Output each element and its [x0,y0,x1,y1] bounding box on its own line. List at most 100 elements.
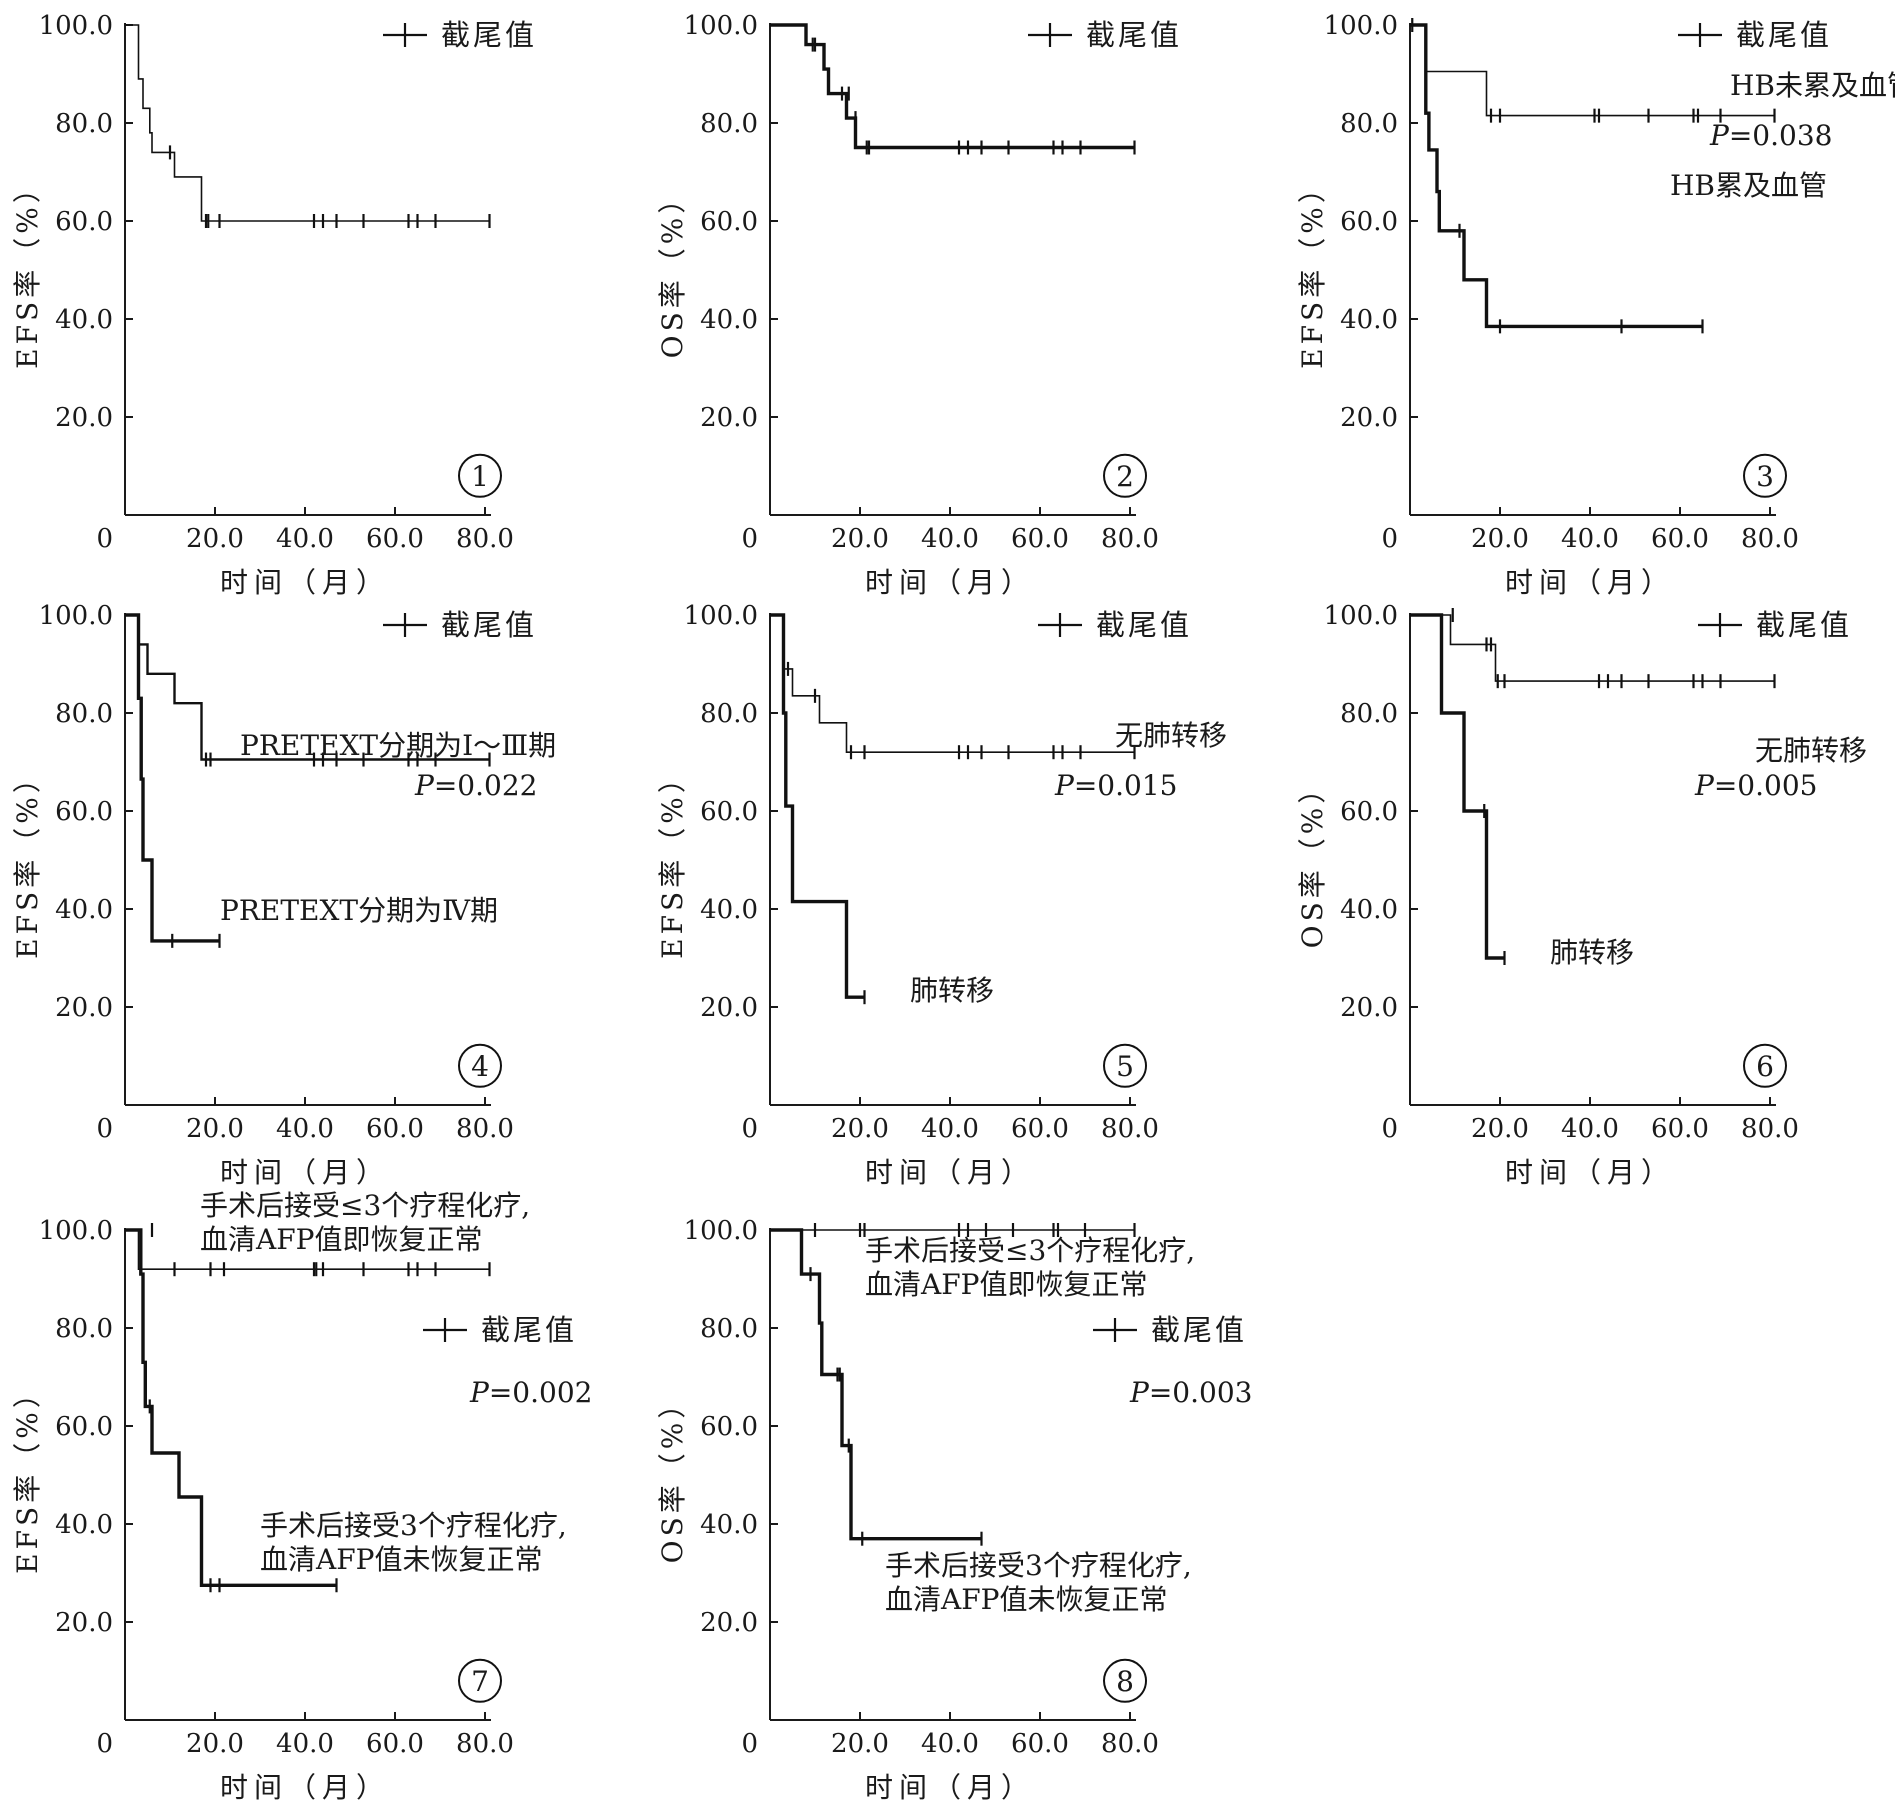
legend-label: 截尾值 [441,608,537,642]
y-axis-title: OS率（%） [656,1387,689,1564]
legend-label: 截尾值 [1086,18,1182,52]
y-tick-label: 60.0 [700,207,758,237]
y-tick-label: 80.0 [700,1314,758,1344]
panel-number: 2 [1116,460,1134,493]
p-value: P=0.002 [469,1376,592,1409]
panel-number-circle [1103,1658,1147,1703]
x-tick-label: 20.0 [1471,1114,1529,1144]
y-tick-label: 40.0 [1340,895,1398,925]
x-axis-title: 时间（月） [1505,1156,1675,1189]
y-tick-label: 20.0 [1340,403,1398,433]
x-tick-label: 80.0 [456,1729,514,1759]
series-label-2: 手术后接受3个疗程化疗,血清AFP值未恢复正常 [260,1509,567,1576]
x-tick-label: 80.0 [1741,1114,1799,1144]
km-curve-1 [770,23,1135,150]
y-tick-label: 80.0 [1340,699,1398,729]
y-tick-label: 60.0 [700,797,758,827]
y-tick-label: 100.0 [1324,601,1398,631]
y-tick-label: 40.0 [1340,305,1398,335]
y-tick-label: 40.0 [700,305,758,335]
km-panel-3: 20.0 40.0 60.0 80.0 100.0 0 20.0 40.0 60.0 80.0 时间… [1296,11,1895,599]
x-tick-label: 20.0 [186,524,244,554]
km-panel-1: 20.0 40.0 60.0 80.0 100.0 0 20.0 40.0 60.0 80.0 时间… [11,11,537,599]
legend-label: 截尾值 [1096,608,1192,642]
y-axis-title: EFS率（%） [11,1376,44,1574]
p-value: P=0.005 [1694,769,1817,802]
x-tick-label: 80.0 [456,1114,514,1144]
series-label-2: 手术后接受3个疗程化疗,血清AFP值未恢复正常 [885,1549,1192,1616]
legend: 截尾值 [1093,1313,1247,1347]
legend: 截尾值 [1678,18,1829,52]
km-curve-2 [125,613,220,943]
y-axis-title: EFS率（%） [656,761,689,959]
y-tick-label: 80.0 [1340,109,1398,139]
y-axis-title: OS率（%） [656,182,689,359]
legend-label: 截尾值 [441,18,537,52]
x-axis-title: 时间（月） [220,566,390,599]
x-axis-title: 时间（月） [1505,566,1675,599]
legend: 截尾值 [1038,608,1192,642]
km-curve-1 [770,614,1135,753]
y-tick-label: 60.0 [1340,797,1398,827]
x-tick-label: 20.0 [831,524,889,554]
p-value: P=0.003 [1129,1376,1252,1409]
panel-number: 3 [1756,460,1774,493]
x-tick-label: 80.0 [456,524,514,554]
x-tick-label: 60.0 [366,524,424,554]
x-tick-label: 20.0 [186,1729,244,1759]
series-label-1: 无肺转移 [1115,719,1227,752]
km-panel-2: 20.0 40.0 60.0 80.0 100.0 0 20.0 40.0 60.0 80.0 时间… [656,11,1182,599]
x-tick-label: 0 [1381,1114,1398,1144]
panel-number: 8 [1116,1665,1134,1698]
x-axis-title: 时间（月） [865,1156,1035,1189]
x-tick-label: 60.0 [1011,1114,1069,1144]
legend-label: 截尾值 [1151,1313,1247,1347]
y-axis-title: EFS率（%） [11,171,44,369]
x-tick-label: 0 [741,524,758,554]
panel-number: 1 [471,460,489,493]
x-tick-label: 40.0 [1561,1114,1619,1144]
x-tick-label: 60.0 [1011,1729,1069,1759]
x-tick-label: 60.0 [1011,524,1069,554]
panel-number-circle [1103,1043,1147,1088]
p-value: P=0.015 [1054,769,1177,802]
x-tick-label: 0 [1381,524,1398,554]
y-axis-title: EFS率（%） [11,761,44,959]
km-curve-2 [1410,613,1505,960]
y-tick-label: 100.0 [39,601,113,631]
y-tick-label: 20.0 [55,1608,113,1638]
legend: 截尾值 [1698,608,1852,642]
x-axis-title: 时间（月） [220,1771,390,1802]
x-tick-label: 80.0 [1741,524,1799,554]
panel-number-circle [1743,453,1787,498]
y-tick-label: 100.0 [1324,11,1398,41]
y-tick-label: 80.0 [55,699,113,729]
y-tick-label: 40.0 [55,895,113,925]
series-label-1: 无肺转移 [1755,734,1867,767]
legend-label: 截尾值 [1756,608,1852,642]
km-curve-1 [1410,614,1775,682]
km-panel-5: 20.0 40.0 60.0 80.0 100.0 0 20.0 40.0 60.0 80.0 时间… [656,601,1227,1189]
km-panel-4: 20.0 40.0 60.0 80.0 100.0 0 20.0 40.0 60.0 80.0 时间… [11,601,556,1189]
series-label-2: PRETEXT分期为Ⅳ期 [220,894,498,927]
x-tick-label: 60.0 [1651,524,1709,554]
legend: 截尾值 [423,1313,574,1347]
y-axis-title: OS率（%） [1296,772,1329,949]
y-tick-label: 60.0 [1340,207,1398,237]
x-tick-label: 40.0 [1561,524,1619,554]
y-tick-label: 20.0 [55,993,113,1023]
series-label-1: PRETEXT分期为Ⅰ～Ⅲ期 [240,729,556,762]
km-curve-2 [1410,23,1703,329]
y-tick-label: 20.0 [700,993,758,1023]
series-label-2: 肺转移 [1550,936,1634,969]
x-tick-label: 20.0 [186,1114,244,1144]
km-panel-6: 20.0 40.0 60.0 80.0 100.0 0 20.0 40.0 60.0 80.0 时间… [1296,601,1867,1189]
km-curve-2 [770,1228,982,1541]
panel-number: 7 [471,1665,489,1698]
km-panel-7: 20.0 40.0 60.0 80.0 100.0 0 20.0 40.0 60.0 80.0 时间… [11,1189,592,1802]
x-tick-label: 0 [741,1729,758,1759]
x-tick-label: 80.0 [1101,1729,1159,1759]
y-axis-title: EFS率（%） [1296,171,1329,369]
x-tick-label: 40.0 [921,1114,979,1144]
panel-number-circle [458,1043,502,1088]
